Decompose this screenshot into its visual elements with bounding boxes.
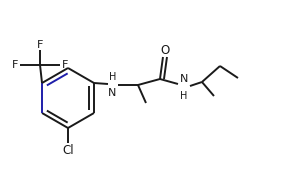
Text: N: N <box>180 74 188 84</box>
Text: O: O <box>160 45 170 58</box>
Text: H: H <box>109 72 117 82</box>
Text: F: F <box>62 60 68 70</box>
Text: Cl: Cl <box>62 144 74 158</box>
Text: F: F <box>12 60 18 70</box>
Text: H: H <box>180 91 188 101</box>
Text: F: F <box>37 40 43 50</box>
Text: N: N <box>108 88 116 98</box>
